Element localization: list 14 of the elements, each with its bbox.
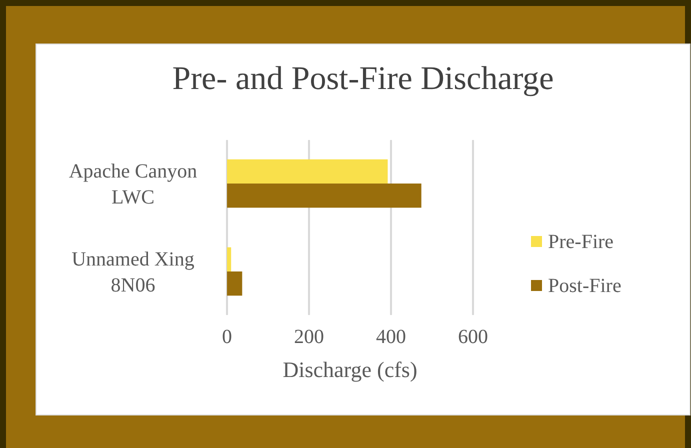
x-tick-label: 200 bbox=[294, 326, 324, 348]
y-tick-label: Unnamed Xing 8N06 bbox=[72, 248, 194, 296]
y-tick-label: Apache Canyon LWC bbox=[68, 160, 198, 209]
x-axis-title: Discharge (cfs) bbox=[282, 357, 418, 382]
bar bbox=[227, 247, 232, 272]
x-tick-label: 400 bbox=[376, 326, 406, 348]
legend-label: Pre-Fire bbox=[548, 231, 614, 253]
x-tick-label: 600 bbox=[458, 326, 488, 348]
chart-title: Pre- and Post-Fire Discharge bbox=[172, 61, 554, 97]
legend-label: Post-Fire bbox=[548, 275, 622, 297]
bar bbox=[227, 184, 422, 208]
bar bbox=[227, 271, 242, 296]
x-tick-label: 0 bbox=[222, 326, 232, 348]
bar bbox=[227, 159, 388, 184]
